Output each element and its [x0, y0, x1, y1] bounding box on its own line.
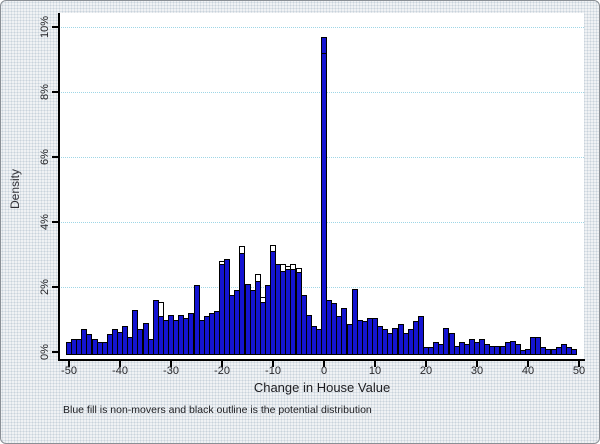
x-tick-label--50: -50	[61, 365, 77, 377]
histogram-bar	[341, 308, 347, 355]
y-tick-label-6%: 6%	[39, 149, 51, 165]
x-tick-label-40: 40	[521, 365, 535, 377]
y-tick-10%	[52, 26, 58, 28]
x-tick-30	[476, 361, 478, 367]
y-tick-4%	[52, 221, 58, 223]
y-tick-8%	[52, 91, 58, 93]
x-tick-label-50: 50	[572, 365, 586, 377]
x-tick-label-20: 20	[419, 365, 433, 377]
x-axis-line	[58, 359, 585, 361]
y-tick-label-4%: 4%	[39, 214, 51, 230]
x-tick-40	[527, 361, 529, 367]
x-tick-0	[323, 361, 325, 367]
y-tick-label-8%: 8%	[39, 84, 51, 100]
potential-distribution-bar-outline	[270, 245, 276, 355]
gridline-10pct	[61, 27, 584, 28]
potential-distribution-bar-outline	[219, 261, 225, 355]
histogram-bar	[418, 316, 424, 355]
x-tick-label--40: -40	[112, 365, 128, 377]
y-tick-label-0%: 0%	[39, 344, 51, 360]
x-tick-label-0: 0	[320, 365, 328, 377]
histogram-bar	[188, 313, 194, 355]
histogram-bar	[535, 337, 541, 355]
potential-distribution-bar-outline	[296, 268, 302, 355]
y-tick-label-10%: 10%	[39, 15, 51, 39]
potential-distribution-bar-outline	[239, 246, 245, 355]
x-tick--10	[272, 361, 274, 367]
x-tick-label--20: -20	[214, 365, 230, 377]
potential-distribution-bar-outline	[158, 302, 164, 355]
histogram-bar	[494, 346, 500, 355]
histogram-bar	[392, 328, 398, 355]
histogram-bar	[571, 349, 577, 355]
x-tick-label--30: -30	[163, 365, 179, 377]
x-tick-10	[374, 361, 376, 367]
potential-distribution-bar-outline	[260, 297, 266, 355]
figure-note: Blue fill is non-movers and black outlin…	[63, 404, 372, 416]
y-tick-label-2%: 2%	[39, 279, 51, 295]
y-axis-line	[58, 13, 60, 361]
potential-distribution-bar-outline	[290, 264, 296, 355]
histogram-bar	[515, 344, 521, 355]
histogram-bar	[443, 328, 449, 355]
y-tick-2%	[52, 286, 58, 288]
y-tick-6%	[52, 156, 58, 158]
x-tick--50	[68, 361, 70, 367]
y-tick-0%	[52, 351, 58, 353]
histogram-bar	[545, 349, 551, 355]
x-tick--30	[170, 361, 172, 367]
x-tick-20	[425, 361, 427, 367]
x-tick--40	[119, 361, 121, 367]
x-axis-title: Change in House Value	[253, 380, 391, 395]
histogram-bar	[86, 334, 92, 355]
histogram-bar	[449, 333, 455, 355]
x-tick--20	[221, 361, 223, 367]
potential-distribution-bar-outline	[321, 53, 327, 355]
y-axis-title: Density	[8, 168, 22, 210]
x-tick-50	[578, 361, 580, 367]
histogram-bar	[137, 329, 143, 355]
x-tick-label--10: -10	[265, 365, 281, 377]
x-tick-label-10: 10	[368, 365, 382, 377]
x-tick-label-30: 30	[470, 365, 484, 377]
